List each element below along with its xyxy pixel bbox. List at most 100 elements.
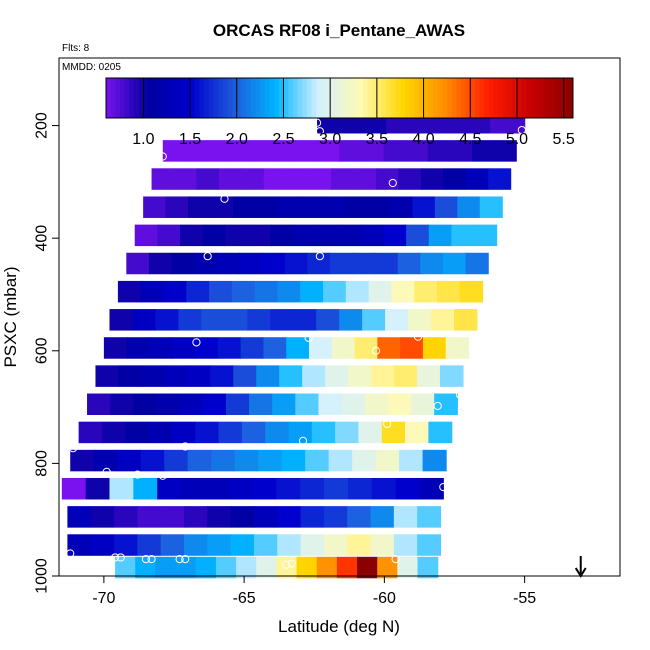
- heat-cell: [286, 168, 310, 190]
- colorbar-cell: [274, 78, 280, 118]
- heat-cell: [133, 477, 158, 500]
- colorbar-tick-label: 3.0: [319, 131, 341, 148]
- colorbar-cell: [395, 78, 401, 118]
- sample-point: [456, 390, 465, 399]
- colorbar-tick-label: 3.5: [366, 131, 388, 148]
- colorbar-cell: [484, 78, 490, 118]
- heat-cell: [428, 224, 452, 247]
- chart-title: ORCAS RF08 i_Pentane_AWAS: [213, 21, 465, 40]
- heat-cell: [210, 196, 234, 218]
- heat-cell: [335, 421, 360, 444]
- heat-cell: [202, 393, 227, 416]
- sample-point: [298, 436, 308, 445]
- colorbar-cell: [232, 78, 238, 118]
- colorbar-cell: [544, 78, 551, 118]
- heat-cell: [230, 534, 255, 556]
- colorbar-cell: [204, 78, 210, 118]
- colorbar-cell: [260, 78, 266, 118]
- heat-cell: [126, 337, 151, 359]
- y-axis-label: PSXC (mbar): [1, 266, 20, 367]
- heat-cell: [256, 365, 280, 387]
- colorbar-cell: [120, 78, 126, 118]
- heat-cell: [210, 365, 234, 387]
- colorbar-cell: [330, 78, 336, 118]
- heat-cell: [218, 421, 243, 444]
- colorbar-cell: [493, 78, 499, 118]
- heat-cell: [370, 534, 395, 556]
- colorbar-cell: [512, 78, 518, 118]
- heat-cell: [357, 556, 378, 579]
- heat-cell: [295, 393, 320, 416]
- sample-point: [175, 555, 184, 564]
- sample-points: [54, 118, 526, 569]
- sample-point: [203, 252, 212, 261]
- colorbar-cell: [199, 78, 205, 118]
- colorbar-cell: [404, 78, 411, 118]
- heat-cell: [449, 140, 473, 162]
- heat-cell: [252, 477, 277, 500]
- heat-cell: [216, 252, 240, 275]
- heat-cell: [195, 421, 220, 444]
- colorbar-cell: [353, 78, 359, 118]
- heat-cell: [296, 556, 318, 579]
- colorbar-cell: [498, 78, 504, 118]
- heat-cell: [215, 556, 237, 579]
- colorbar-cell: [283, 78, 289, 118]
- heat-cell: [436, 280, 461, 303]
- heat-cell: [157, 224, 181, 247]
- heat-cell: [258, 449, 283, 472]
- colorbar-cell: [311, 78, 317, 118]
- heatmap-bands: [61, 112, 526, 579]
- heat-cell: [162, 140, 186, 162]
- heat-cell: [352, 449, 377, 472]
- heat-cell: [358, 421, 383, 444]
- heat-cell: [399, 449, 424, 472]
- sample-point: [192, 338, 201, 347]
- colorbar-cell: [264, 78, 270, 118]
- heat-cell: [428, 421, 453, 444]
- heat-cell: [273, 140, 296, 162]
- heat-cell: [317, 140, 341, 162]
- heat-cell: [311, 421, 336, 444]
- colorbar-cell: [129, 78, 135, 118]
- heat-cell: [354, 337, 378, 359]
- sample-point: [158, 471, 167, 480]
- heat-cell: [383, 224, 407, 247]
- colorbar-cell: [180, 78, 186, 118]
- heat-cell: [397, 252, 421, 275]
- colorbar-cell: [278, 78, 284, 118]
- heat-cell: [114, 534, 138, 556]
- heat-cell: [157, 477, 182, 500]
- heat-cell: [408, 309, 432, 331]
- heat-cell: [345, 196, 369, 218]
- heat-cell: [140, 449, 165, 472]
- heat-cell: [160, 534, 185, 556]
- heat-cell: [207, 534, 232, 556]
- heat-cell: [377, 556, 398, 579]
- heat-cell: [134, 224, 158, 247]
- heat-cell: [101, 421, 126, 444]
- heat-cell: [184, 534, 208, 556]
- heat-cell: [95, 365, 120, 387]
- heat-cell: [256, 556, 277, 579]
- heat-cell: [416, 365, 441, 387]
- heat-cell: [195, 556, 217, 579]
- colorbar-cell: [386, 78, 392, 118]
- colorbar-tick-label: 4.5: [459, 131, 481, 148]
- heat-cell: [249, 393, 273, 416]
- colorbar-cell: [344, 78, 350, 118]
- arrow-head: [574, 567, 587, 578]
- colorbar-tick-lines: [142, 78, 565, 118]
- heat-cell: [375, 168, 399, 190]
- heat-cell: [434, 393, 458, 416]
- heat-cell: [241, 421, 266, 444]
- colorbar-cell: [148, 78, 154, 118]
- sample-point: [433, 401, 442, 411]
- colorbar-cell: [124, 78, 130, 118]
- colorbar-cell: [222, 78, 228, 118]
- colorbar-cell: [460, 78, 467, 118]
- heat-cell: [442, 252, 467, 275]
- sample-point: [383, 419, 392, 429]
- colorbar-cell: [446, 78, 453, 118]
